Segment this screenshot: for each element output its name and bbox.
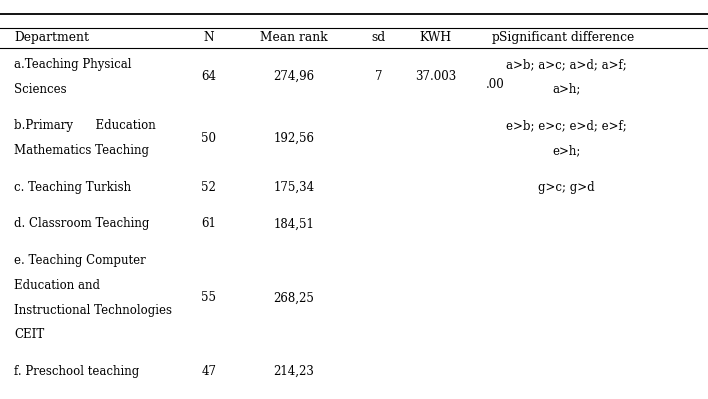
Text: c. Teaching Turkish: c. Teaching Turkish	[14, 181, 131, 194]
Text: 214,23: 214,23	[273, 365, 314, 378]
Text: Instructional Technologies: Instructional Technologies	[14, 304, 172, 317]
Text: a.Teaching Physical: a.Teaching Physical	[14, 58, 132, 71]
Text: 192,56: 192,56	[273, 132, 314, 145]
Text: 64: 64	[201, 70, 217, 83]
Text: Mathematics Teaching: Mathematics Teaching	[14, 144, 149, 157]
Text: 61: 61	[201, 217, 217, 231]
Text: 184,51: 184,51	[273, 217, 314, 231]
Text: 52: 52	[201, 181, 217, 194]
Text: Mean rank: Mean rank	[260, 32, 328, 44]
Text: .00: .00	[486, 78, 505, 91]
Text: CEIT: CEIT	[14, 328, 45, 342]
Text: Department: Department	[14, 32, 89, 44]
Text: 175,34: 175,34	[273, 181, 314, 194]
Text: a>b; a>c; a>d; a>f;: a>b; a>c; a>d; a>f;	[506, 58, 627, 71]
Text: a>h;: a>h;	[552, 83, 581, 96]
Text: f. Preschool teaching: f. Preschool teaching	[14, 365, 139, 378]
Text: sd: sd	[372, 32, 386, 44]
Text: N: N	[203, 32, 215, 44]
Text: Sciences: Sciences	[14, 83, 67, 96]
Text: p: p	[492, 32, 499, 44]
Text: 7: 7	[375, 70, 382, 83]
Text: 47: 47	[201, 365, 217, 378]
Text: 274,96: 274,96	[273, 70, 314, 83]
Text: b.Primary      Education: b.Primary Education	[14, 119, 156, 132]
Text: 50: 50	[201, 132, 217, 145]
Text: e. Teaching Computer: e. Teaching Computer	[14, 254, 146, 267]
Text: Significant difference: Significant difference	[498, 32, 634, 44]
Text: 37.003: 37.003	[415, 70, 456, 83]
Text: 268,25: 268,25	[273, 291, 314, 304]
Text: KWH: KWH	[419, 32, 452, 44]
Text: e>b; e>c; e>d; e>f;: e>b; e>c; e>d; e>f;	[506, 119, 627, 132]
Text: 55: 55	[201, 291, 217, 304]
Text: Education and: Education and	[14, 279, 100, 292]
Text: g>c; g>d: g>c; g>d	[538, 181, 595, 194]
Text: d. Classroom Teaching: d. Classroom Teaching	[14, 217, 149, 231]
Text: e>h;: e>h;	[552, 144, 581, 157]
